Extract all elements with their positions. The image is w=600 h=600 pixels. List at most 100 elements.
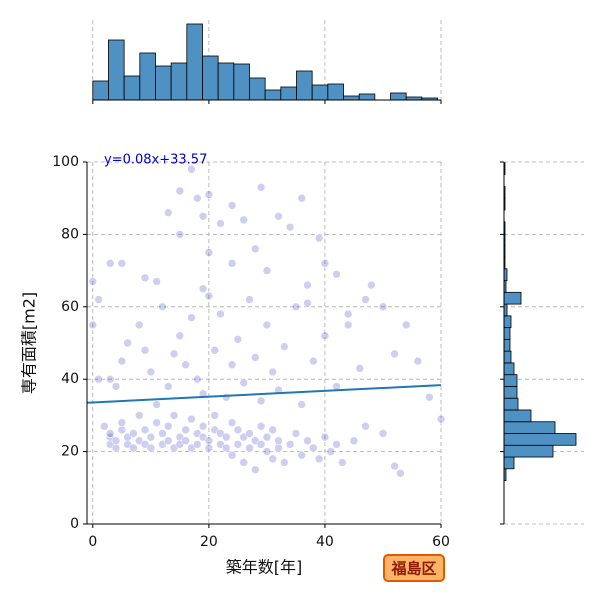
point: [163, 208, 173, 217]
point: [262, 266, 272, 275]
bar: [503, 350, 512, 364]
point: [274, 443, 283, 453]
point: [210, 411, 219, 420]
point: [140, 273, 150, 283]
point: [256, 421, 266, 431]
point: [117, 418, 127, 427]
point: [146, 432, 156, 442]
point: [314, 454, 324, 464]
bar: [249, 77, 266, 101]
point: [105, 259, 115, 268]
point: [297, 450, 307, 460]
bar: [139, 52, 156, 101]
point: [274, 212, 283, 221]
bar: [186, 23, 203, 101]
x-tick-label: 60: [432, 534, 450, 550]
point: [175, 230, 185, 239]
bar: [503, 421, 556, 434]
y-axis-label: 専有面積[m2]: [20, 292, 39, 394]
point: [349, 436, 359, 446]
point: [413, 356, 423, 366]
point: [111, 382, 121, 391]
point: [262, 432, 272, 442]
point: [309, 443, 318, 453]
point: [256, 396, 266, 406]
point: [303, 280, 312, 290]
point: [268, 454, 278, 464]
point: [111, 436, 121, 446]
point: [262, 447, 272, 456]
bar: [202, 55, 219, 101]
point: [309, 356, 318, 366]
point: [152, 277, 161, 286]
point: [390, 461, 399, 471]
point: [320, 331, 330, 341]
point: [181, 436, 190, 446]
bar: [503, 362, 515, 376]
y-tick-label: 100: [52, 154, 79, 170]
bar: [503, 291, 522, 305]
bar: [264, 89, 282, 101]
point: [146, 443, 156, 453]
point: [268, 367, 278, 377]
point: [111, 443, 121, 453]
point: [227, 259, 237, 268]
bar: [92, 80, 109, 101]
point: [303, 298, 312, 308]
point: [245, 295, 254, 304]
point: [250, 244, 260, 254]
y-tick-label: 20: [61, 444, 79, 460]
point: [158, 302, 167, 312]
point: [198, 421, 208, 431]
point: [198, 284, 208, 294]
point: [169, 349, 179, 359]
point: [117, 259, 127, 268]
point: [326, 447, 336, 456]
point: [285, 222, 295, 232]
point: [216, 219, 225, 228]
point: [152, 418, 161, 427]
point: [204, 190, 214, 199]
point: [343, 320, 353, 330]
point: [245, 429, 254, 438]
point: [314, 233, 324, 243]
point: [204, 291, 214, 301]
x-axis-label: 築年数[年]: [226, 558, 303, 577]
point: [239, 215, 248, 225]
point: [250, 465, 260, 475]
badge: 福島区: [390, 560, 436, 578]
y-tick-label: 80: [61, 226, 79, 242]
bar: [503, 315, 512, 329]
point: [297, 193, 307, 203]
bar: [123, 75, 141, 101]
bar: [108, 39, 125, 101]
point: [175, 331, 185, 341]
bar: [503, 386, 518, 399]
point: [227, 418, 237, 427]
bar: [155, 65, 172, 101]
bar: [217, 62, 235, 101]
point: [94, 374, 103, 384]
point: [436, 414, 446, 424]
x-tick-label: 20: [200, 534, 218, 550]
point: [291, 429, 301, 438]
point: [338, 458, 347, 467]
point: [192, 193, 202, 203]
point: [129, 429, 138, 438]
point: [146, 367, 156, 377]
point: [88, 320, 98, 330]
bar: [358, 93, 376, 101]
point: [401, 320, 411, 330]
point: [181, 360, 190, 370]
point: [227, 450, 237, 460]
y-tick-label: 60: [61, 299, 79, 315]
point: [210, 345, 219, 355]
point: [256, 440, 266, 449]
point: [297, 400, 307, 409]
point: [332, 269, 341, 279]
point: [343, 309, 353, 319]
point: [192, 374, 202, 384]
point: [123, 338, 132, 348]
point: [262, 320, 272, 330]
point: [140, 425, 150, 435]
